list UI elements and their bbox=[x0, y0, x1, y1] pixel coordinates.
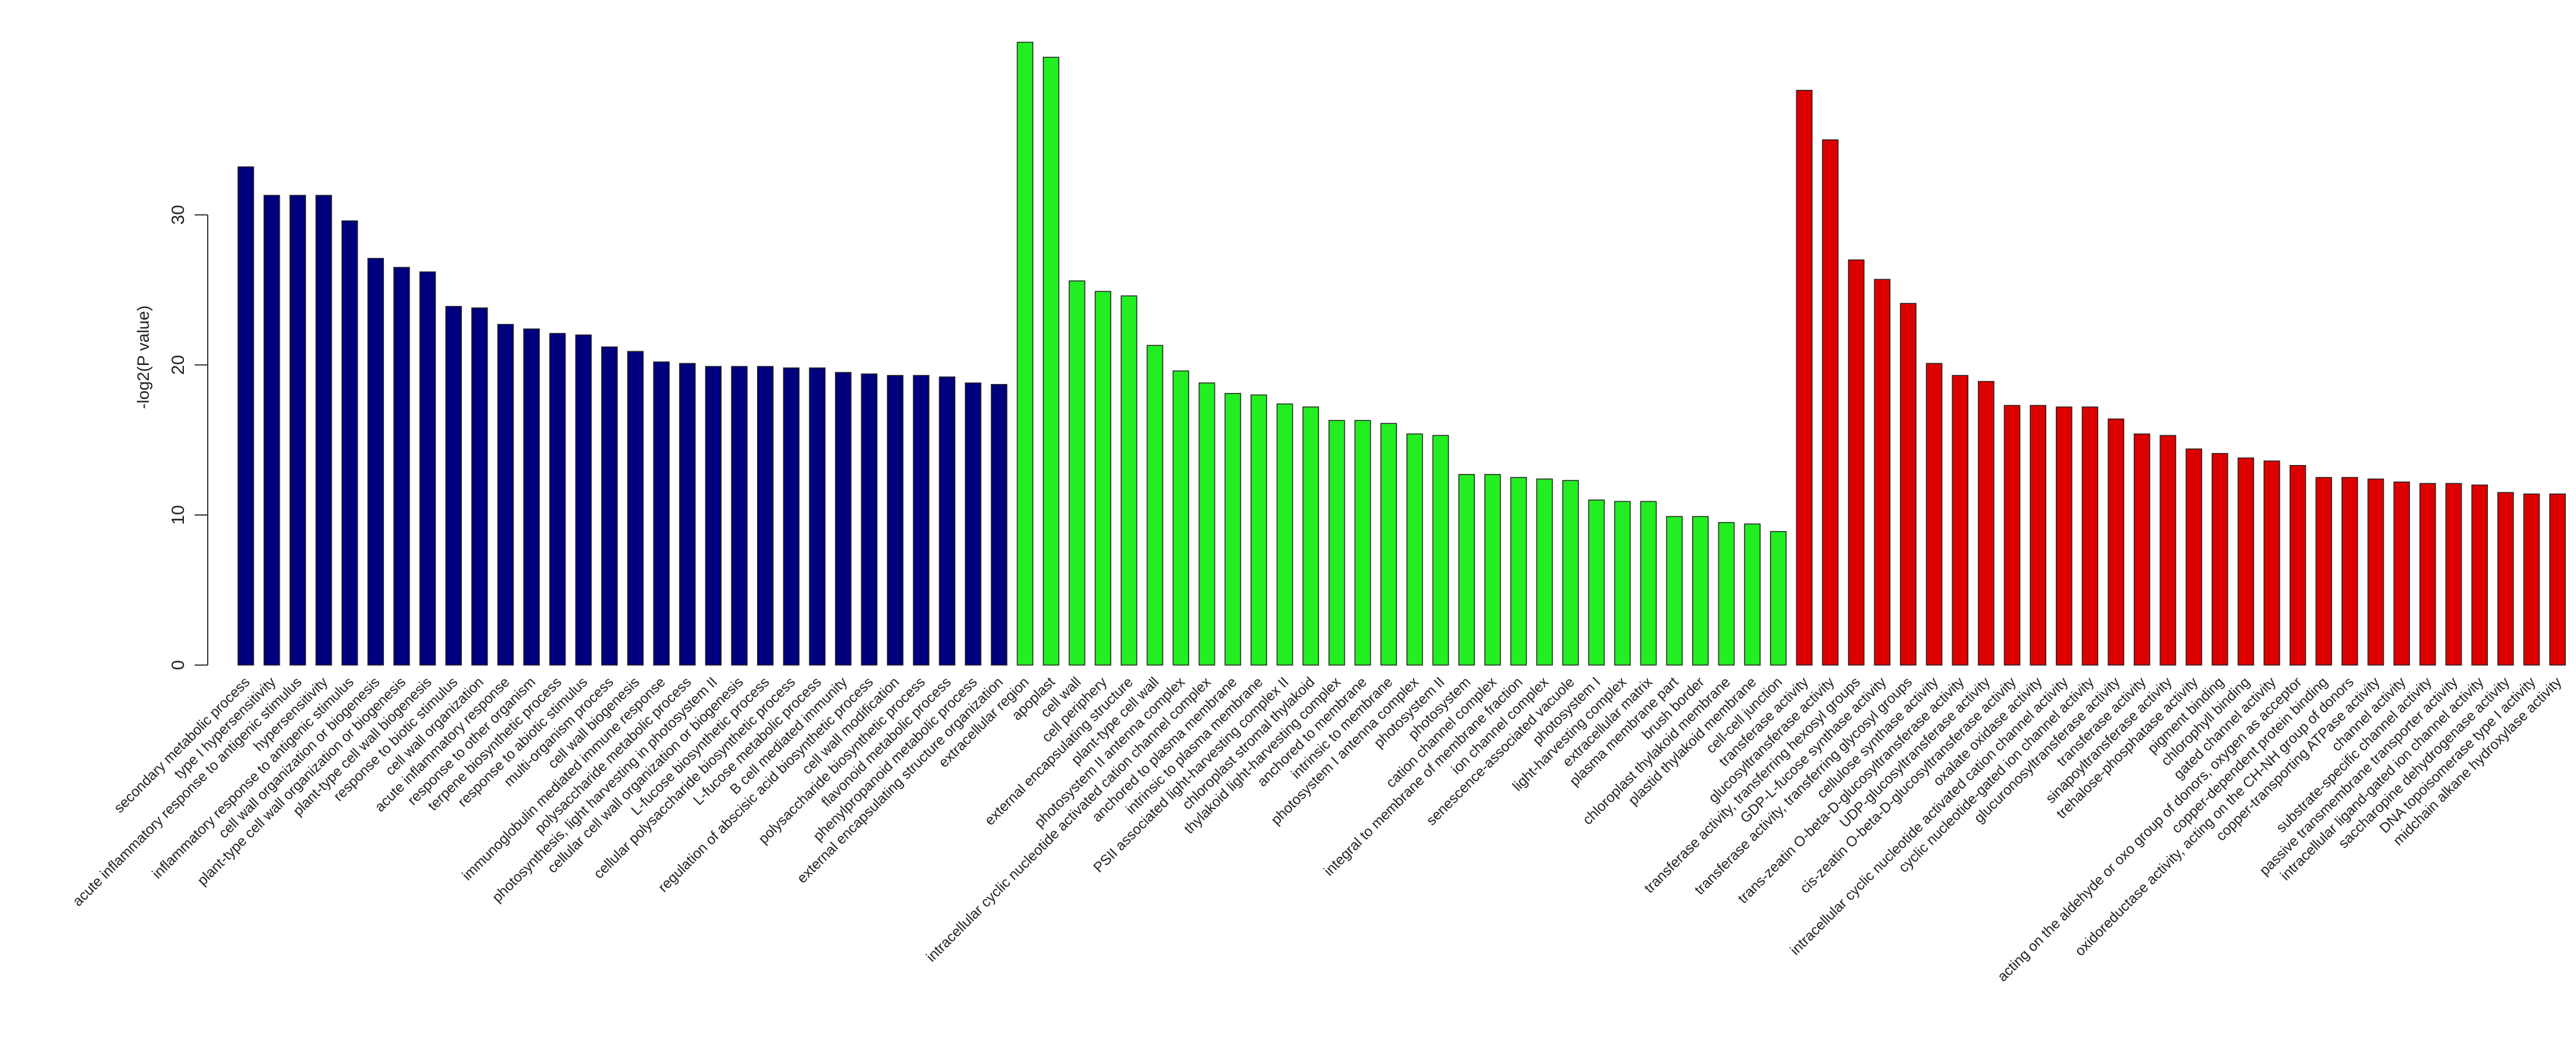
bar bbox=[1666, 516, 1683, 666]
bar bbox=[1198, 382, 1215, 666]
bar bbox=[1432, 435, 1449, 666]
bar bbox=[887, 375, 904, 666]
bar bbox=[1302, 406, 1320, 666]
bar bbox=[1978, 380, 1994, 666]
bar bbox=[341, 220, 358, 666]
bar bbox=[1614, 501, 1631, 666]
bar bbox=[965, 382, 981, 666]
bar bbox=[939, 376, 956, 666]
bar bbox=[1380, 423, 1398, 666]
bar bbox=[861, 373, 878, 666]
bar bbox=[1796, 89, 1813, 666]
bar bbox=[756, 366, 774, 666]
bar bbox=[1718, 522, 1735, 666]
bar bbox=[2186, 448, 2202, 666]
bar bbox=[2445, 483, 2462, 666]
bar bbox=[1588, 500, 1605, 666]
bar bbox=[2367, 478, 2384, 666]
bar bbox=[1224, 393, 1242, 666]
bar bbox=[2289, 465, 2306, 666]
bar bbox=[2237, 457, 2255, 666]
y-tick-label: 10 bbox=[168, 505, 188, 525]
bar bbox=[315, 195, 332, 666]
bar bbox=[1536, 478, 1553, 666]
bar bbox=[2549, 493, 2566, 666]
bar bbox=[2471, 484, 2488, 666]
bar bbox=[912, 375, 930, 666]
bar bbox=[2264, 460, 2280, 666]
bar bbox=[2497, 492, 2514, 666]
bar bbox=[471, 307, 488, 666]
bar bbox=[601, 346, 618, 666]
bar bbox=[1095, 291, 1111, 666]
bar bbox=[2055, 406, 2072, 666]
bar bbox=[1120, 295, 1137, 666]
bar bbox=[1276, 403, 1293, 666]
y-axis-title: -log2(P value) bbox=[134, 305, 152, 409]
bar bbox=[1484, 474, 1501, 666]
bar bbox=[783, 367, 800, 666]
bar bbox=[1510, 477, 1527, 666]
bar bbox=[809, 367, 826, 666]
bar bbox=[2315, 477, 2333, 666]
bar bbox=[575, 334, 592, 666]
bar bbox=[549, 333, 566, 666]
bar bbox=[1354, 420, 1371, 666]
bar bbox=[1925, 363, 1943, 666]
bar bbox=[1770, 530, 1787, 666]
bar bbox=[2341, 477, 2358, 666]
bar bbox=[393, 267, 410, 666]
bar bbox=[1458, 474, 1475, 666]
bar bbox=[1562, 480, 1579, 666]
y-tick-label: 0 bbox=[168, 660, 188, 670]
bar bbox=[2133, 433, 2150, 666]
bar bbox=[1692, 516, 1709, 666]
bar bbox=[2108, 418, 2124, 666]
bar bbox=[1173, 370, 1189, 666]
bar bbox=[1952, 375, 1969, 666]
bar bbox=[497, 324, 514, 666]
bar bbox=[1640, 501, 1657, 666]
bar bbox=[1043, 57, 1059, 666]
bar bbox=[445, 305, 462, 666]
bar bbox=[2030, 405, 2047, 666]
bar bbox=[289, 195, 307, 666]
bar bbox=[1017, 42, 1034, 666]
bar bbox=[679, 363, 696, 666]
bar bbox=[2523, 493, 2540, 666]
y-tick-label: 30 bbox=[168, 205, 188, 224]
bar bbox=[237, 166, 254, 666]
bar bbox=[1874, 279, 1891, 666]
bar bbox=[1406, 433, 1423, 666]
bar bbox=[2003, 405, 2021, 666]
bar bbox=[523, 328, 540, 666]
bar bbox=[2419, 483, 2436, 666]
bar bbox=[2211, 453, 2228, 666]
bar bbox=[653, 361, 670, 666]
bar bbox=[367, 258, 384, 666]
bar bbox=[2159, 435, 2177, 666]
bar bbox=[705, 366, 722, 666]
bar bbox=[263, 195, 280, 666]
bar bbox=[990, 383, 1008, 666]
bar bbox=[2081, 406, 2099, 666]
bar bbox=[1900, 302, 1917, 666]
bar bbox=[1744, 523, 1761, 666]
bar bbox=[1251, 394, 1267, 666]
bar bbox=[1068, 280, 1086, 666]
bar bbox=[1146, 345, 1164, 666]
bar bbox=[627, 351, 644, 666]
bar bbox=[731, 366, 748, 666]
bar bbox=[1847, 259, 1865, 666]
bar bbox=[1328, 420, 1345, 666]
bar bbox=[2393, 481, 2410, 666]
bar bbox=[834, 372, 852, 666]
bar bbox=[1822, 139, 1839, 666]
bar bbox=[419, 271, 436, 666]
y-tick-label: 20 bbox=[168, 355, 188, 375]
